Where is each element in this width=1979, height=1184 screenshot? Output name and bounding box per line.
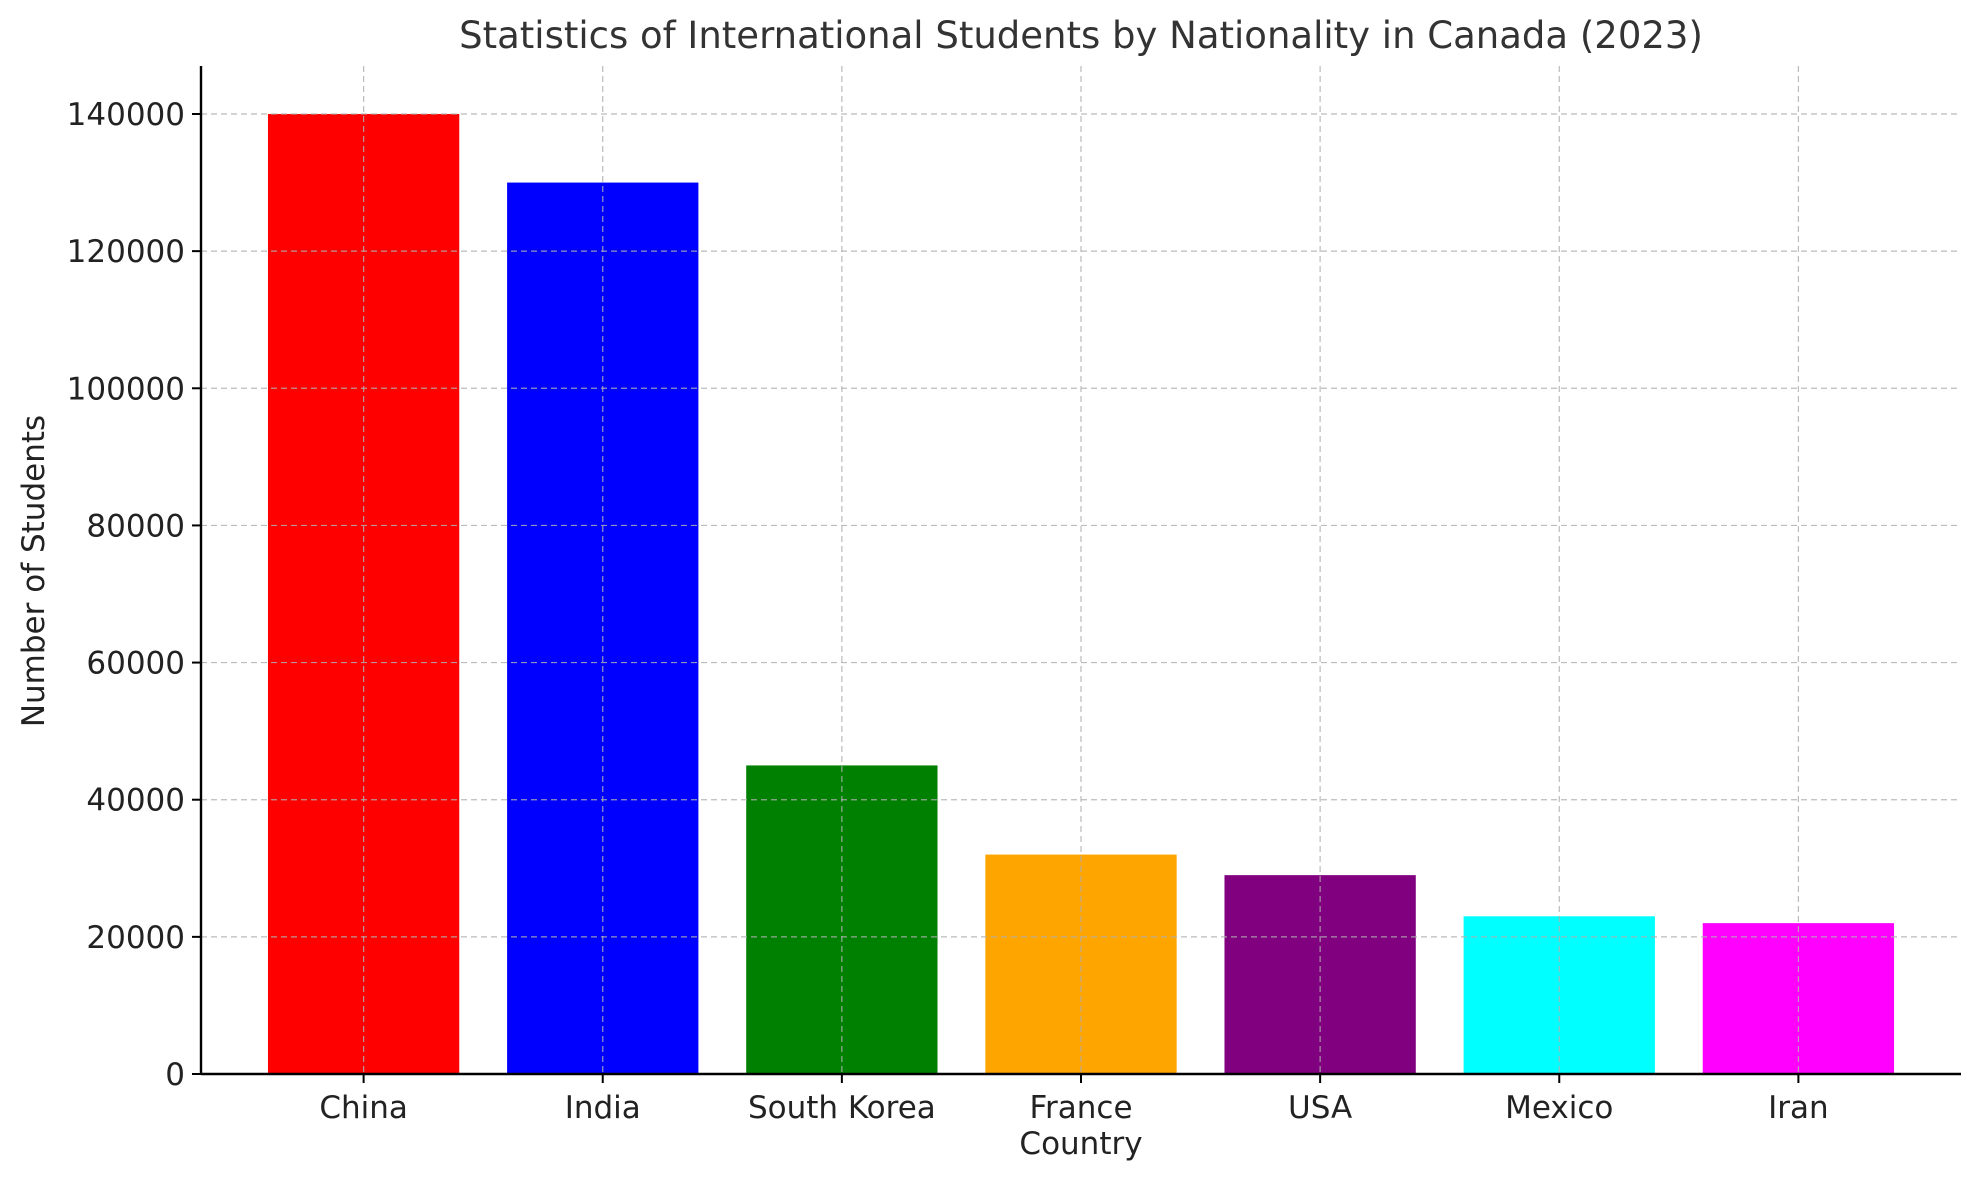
y-tick-label: 100000 (67, 371, 185, 407)
x-tick-label: USA (1288, 1090, 1352, 1126)
x-tick-label: Mexico (1505, 1090, 1613, 1126)
x-axis-label: Country (1019, 1126, 1142, 1162)
bar-china (267, 114, 460, 1074)
grid-layer (201, 66, 1961, 1074)
y-tick-label: 80000 (86, 508, 185, 544)
y-ticks: 0 20000 40000 60000 80000 100000 120000 140000 (67, 97, 201, 1093)
x-tick-label: India (565, 1090, 641, 1126)
x-tick-label: South Korea (748, 1090, 936, 1126)
y-tick-label: 40000 (86, 783, 185, 819)
y-tick-label: 0 (165, 1057, 185, 1093)
y-tick-label: 60000 (86, 646, 185, 682)
y-tick-label: 120000 (67, 234, 185, 270)
bar-usa (1224, 875, 1416, 1074)
y-tick-label: 140000 (67, 97, 185, 133)
x-ticks: China India South Korea France USA Mexico Iran (319, 1074, 1829, 1126)
x-tick-label: China (319, 1090, 408, 1126)
y-axis-label: Number of Students (16, 415, 52, 727)
chart-title: Statistics of International Students by … (459, 14, 1703, 57)
x-tick-label: Iran (1768, 1090, 1829, 1126)
y-tick-label: 20000 (86, 920, 185, 956)
x-tick-label: France (1029, 1090, 1132, 1126)
